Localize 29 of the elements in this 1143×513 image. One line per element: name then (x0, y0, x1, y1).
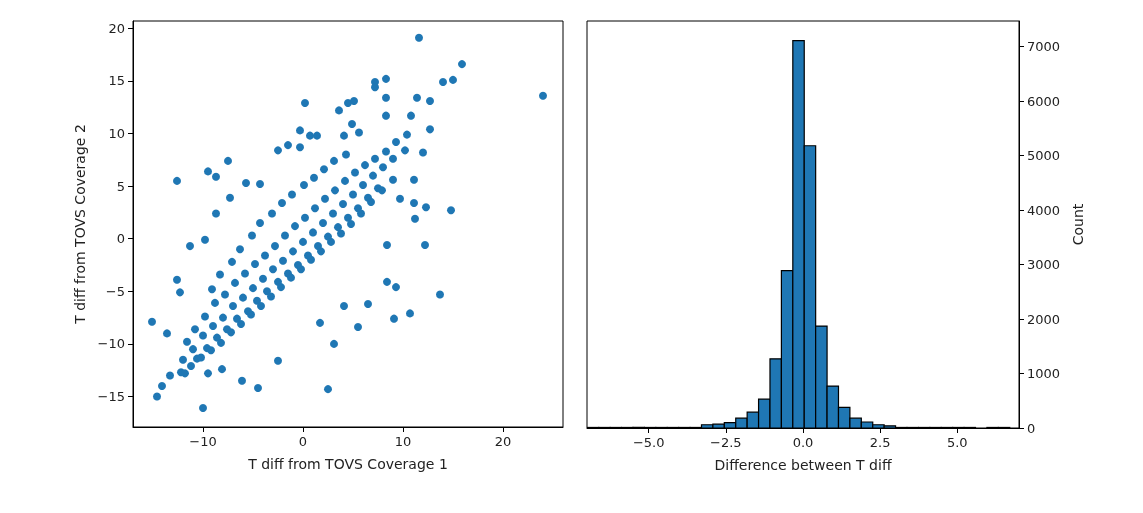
y-tick-label: 3000 (1027, 257, 1061, 273)
x-axis-title: T diff from TOVS Coverage 1 (247, 456, 448, 472)
y-axis-title: Count (1069, 203, 1086, 246)
y-tick-label: 5000 (1027, 148, 1061, 164)
x-tick-label: −5.0 (632, 435, 665, 450)
y-axis-title: T diff from TOVS Coverage 2 (71, 124, 88, 325)
y-tick-label: 1000 (1027, 366, 1061, 382)
y-tick-label: −5 (105, 283, 125, 299)
y-tick-label: −15 (97, 389, 125, 404)
y-tick-label: 0 (116, 231, 125, 247)
x-tick-label: 2.5 (869, 435, 891, 450)
x-tick-label: 10 (394, 434, 412, 449)
x-tick-label: −10 (189, 434, 217, 449)
y-tick-label: 4000 (1027, 202, 1061, 218)
x-axis-title: Difference between T diff (714, 457, 892, 473)
y-tick-label: 10 (108, 126, 125, 142)
x-tick-label: 5.0 (946, 435, 968, 450)
y-tick-label: 0 (1027, 420, 1036, 436)
y-tick-label: 7000 (1027, 39, 1061, 55)
x-tick-label: −2.5 (710, 435, 742, 450)
y-tick-label: −10 (97, 336, 125, 352)
y-tick-label: 6000 (1027, 93, 1061, 109)
x-tick-label: 20 (494, 434, 512, 449)
x-tick-label: 0 (298, 434, 308, 449)
y-tick-label: 2000 (1027, 311, 1061, 327)
x-tick-label: 0.0 (792, 435, 814, 450)
y-tick-label: 15 (108, 73, 125, 89)
y-tick-label: 5 (116, 178, 125, 194)
y-tick-label: 20 (108, 20, 125, 36)
